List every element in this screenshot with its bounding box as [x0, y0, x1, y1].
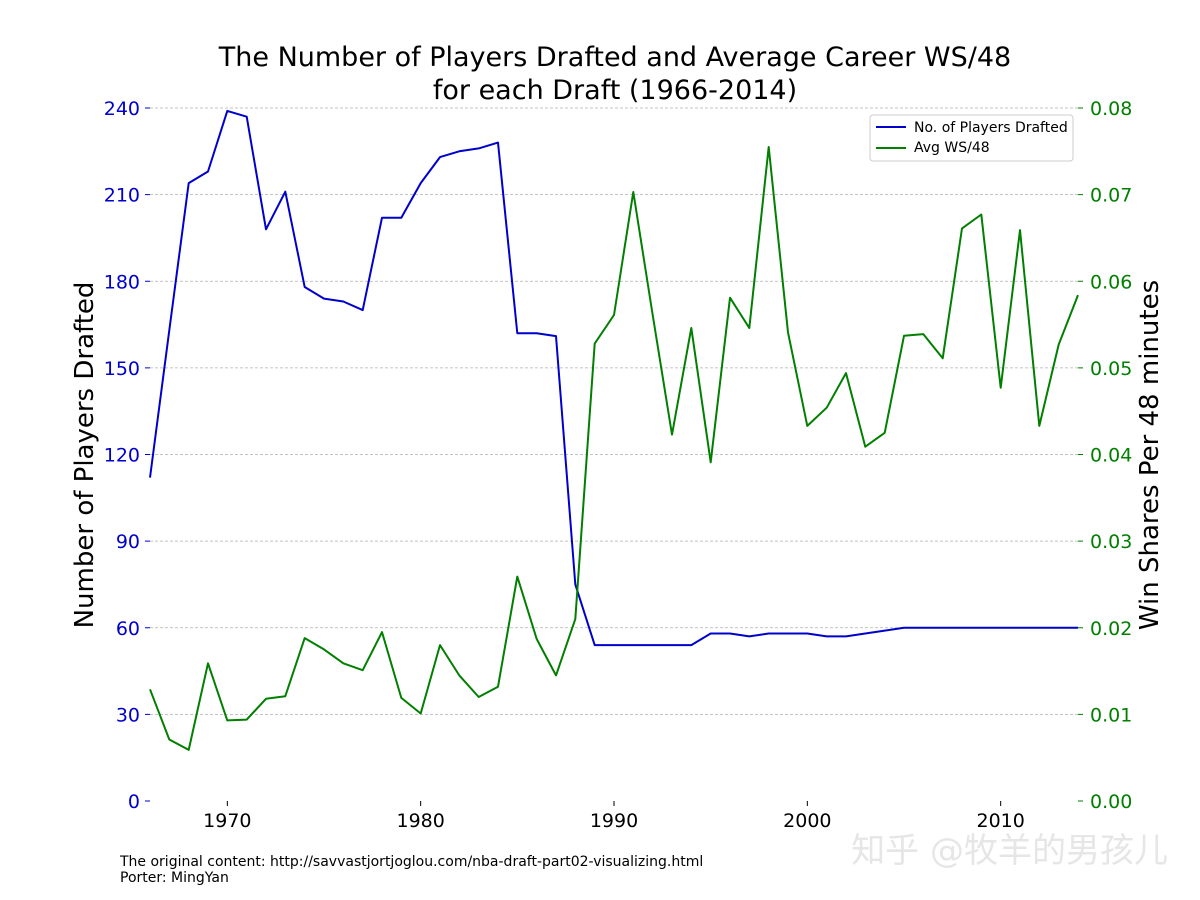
chart-title-line1: The Number of Players Drafted and Averag…: [218, 42, 1011, 73]
y-left-tick-label: 0: [128, 791, 140, 813]
y-right-tick-label: 0.04: [1090, 445, 1132, 467]
y-left-tick-label: 180: [104, 271, 140, 293]
y-right-tick-label: 0.00: [1090, 791, 1132, 813]
series-line-players-drafted: [149, 109, 1078, 647]
y-left-tick-label: 90: [116, 531, 140, 553]
y-right-tick-label: 0.03: [1090, 531, 1132, 553]
y-right-tick-label: 0.05: [1090, 358, 1132, 380]
x-tick-label: 2010: [976, 810, 1024, 832]
y-right-tick-label: 0.08: [1090, 98, 1132, 120]
x-axis-ticks: 1970 1980 1990 2000 2010: [203, 801, 1025, 832]
x-tick-label: 1990: [590, 810, 638, 832]
y-axis-right-label: Win Shares Per 48 minutes: [1135, 280, 1165, 630]
y-left-tick-label: 120: [104, 445, 140, 467]
y-axis-left-label: Number of Players Drafted: [70, 282, 100, 629]
y-left-tick-label: 150: [104, 358, 140, 380]
y-left-tick-label: 60: [116, 618, 140, 640]
gridlines: [150, 107, 1078, 715]
y-axis-left-ticks: 0 30 60 90 120 150 180 210 240: [104, 98, 150, 813]
y-right-tick-label: 0.06: [1090, 271, 1132, 293]
x-tick-label: 1980: [396, 810, 444, 832]
y-right-tick-label: 0.01: [1090, 704, 1132, 726]
y-axis-right-ticks: 0.00 0.01 0.02 0.03 0.04 0.05 0.06 0.07 0.08: [1078, 98, 1132, 813]
y-right-tick-label: 0.02: [1090, 618, 1132, 640]
footer-porter: Porter: MingYan: [120, 870, 229, 886]
chart-title-line2: for each Draft (1966-2014): [433, 75, 797, 106]
x-tick-label: 2000: [783, 810, 831, 832]
legend-box: [869, 114, 1074, 162]
legend-label-players: No. of Players Drafted: [914, 120, 1068, 136]
y-left-tick-label: 240: [104, 98, 140, 120]
x-tick-label: 1970: [203, 810, 251, 832]
watermark: 知乎 @牧羊的男孩儿: [851, 831, 1168, 871]
y-left-tick-label: 30: [116, 704, 140, 726]
y-right-tick-label: 0.07: [1090, 185, 1132, 207]
series-line-avg-ws48: [149, 146, 1079, 751]
series-lines: [149, 109, 1079, 751]
legend-label-ws48: Avg WS/48: [914, 140, 990, 156]
footer-source: The original content: http://savvastjort…: [119, 854, 703, 870]
legend: No. of Players Drafted Avg WS/48: [869, 114, 1074, 162]
y-left-tick-label: 210: [104, 185, 140, 207]
